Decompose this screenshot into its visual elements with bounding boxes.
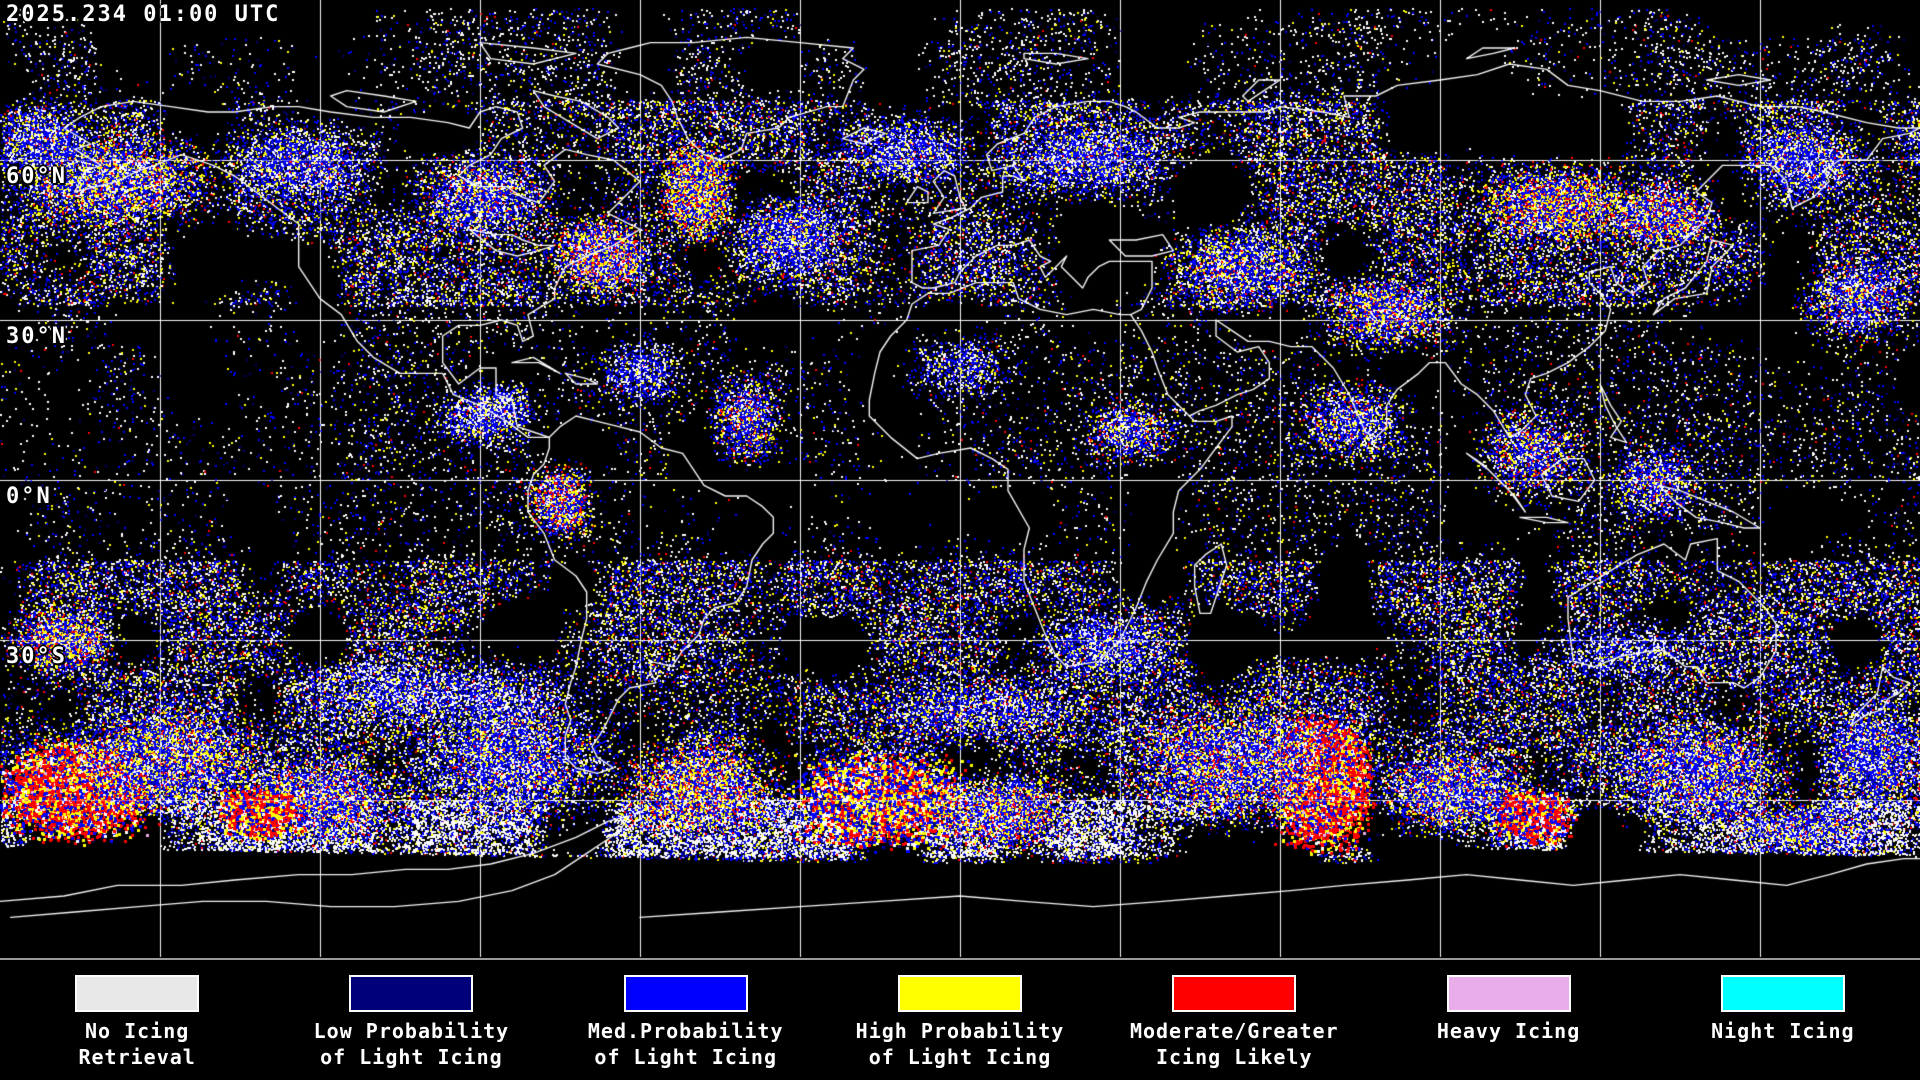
lat-label: 30°N xyxy=(6,324,67,349)
timestamp-label: 2025.234 01:00 UTC xyxy=(6,2,281,27)
lat-label: 60°N xyxy=(6,164,67,189)
legend-swatch xyxy=(1172,975,1297,1012)
legend-label: No Icing Retrieval xyxy=(78,1019,196,1069)
legend-swatch xyxy=(1446,975,1571,1012)
legend-label: Med.Probability of Light Icing xyxy=(587,1019,784,1069)
lat-label: 30°S xyxy=(6,644,67,669)
legend-label: Low Probability of Light Icing xyxy=(313,1019,510,1069)
legend-swatch xyxy=(623,975,748,1012)
world-map: 2025.234 01:00 UTC 60°N 30°N 0°N 30°S xyxy=(0,0,1920,958)
legend-item: Moderate/Greater Icing Likely xyxy=(1097,960,1371,1080)
legend-item: Med.Probability of Light Icing xyxy=(549,960,823,1080)
legend-label: Moderate/Greater Icing Likely xyxy=(1129,1019,1339,1069)
legend-swatch xyxy=(75,975,200,1012)
legend-swatch xyxy=(349,975,474,1012)
legend-label: High Probability of Light Icing xyxy=(855,1019,1065,1069)
legend-label: Heavy Icing xyxy=(1436,1019,1581,1043)
legend: No Icing Retrieval Low Probability of Lig… xyxy=(0,958,1920,1080)
legend-label: Night Icing xyxy=(1711,1019,1855,1043)
legend-item: No Icing Retrieval xyxy=(0,960,274,1080)
legend-item: Heavy Icing xyxy=(1371,960,1645,1080)
legend-swatch xyxy=(1720,975,1845,1012)
lat-label: 0°N xyxy=(6,484,52,509)
icing-data-layer xyxy=(0,0,1920,958)
legend-item: High Probability of Light Icing xyxy=(823,960,1097,1080)
legend-item: Low Probability of Light Icing xyxy=(274,960,548,1080)
legend-swatch xyxy=(897,975,1022,1012)
legend-item: Night Icing xyxy=(1646,960,1920,1080)
